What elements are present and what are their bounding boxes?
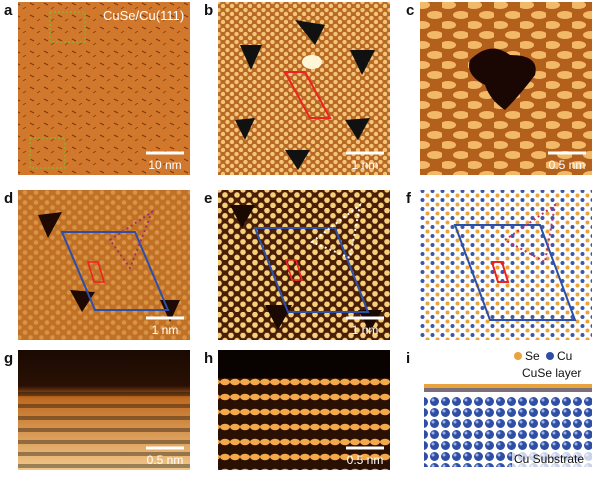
unit-cell: [490, 261, 510, 283]
cell: [60, 231, 170, 311]
top-layer-atoms: [424, 384, 592, 392]
scale-bar-label: 0.5 nm: [549, 158, 586, 172]
unit-cell: [86, 261, 106, 283]
triangle: [108, 209, 155, 271]
scale-bar-label: 1 nm: [352, 158, 379, 172]
panel-label: c: [406, 2, 414, 19]
triangle: [503, 202, 557, 264]
unit-cell: [283, 71, 332, 119]
panel-label: e: [204, 190, 212, 207]
unit-cell: [284, 259, 304, 281]
stripes: [18, 392, 190, 470]
legend-label: Cu: [557, 349, 572, 363]
legend-se: [514, 352, 522, 360]
legend-cu: [546, 352, 554, 360]
legend-label: Se: [525, 349, 540, 363]
scale-bar-label: 1 nm: [352, 323, 379, 337]
scale-bar-label: 1 nm: [152, 323, 179, 337]
overlay: [49, 11, 86, 43]
panel-label: b: [204, 2, 213, 19]
scale-bar-label: 0.5 nm: [347, 453, 384, 467]
holes: [230, 205, 382, 332]
holes: [235, 20, 375, 170]
hole: [469, 48, 536, 110]
panel-label: f: [406, 190, 412, 207]
panel-label: a: [4, 2, 13, 19]
triangle: [310, 202, 362, 260]
scale-bar-label: 0.5 nm: [147, 453, 184, 467]
panel-label: h: [204, 350, 213, 367]
adatom: [302, 55, 322, 69]
scale-bar-label: 10 nm: [148, 158, 181, 172]
layer-label: CuSe layer: [522, 366, 581, 380]
panel-label: g: [4, 350, 13, 367]
panel-label: d: [4, 190, 13, 207]
substrate-label: Cu Substrate: [514, 452, 584, 466]
panel-label: i: [406, 350, 410, 367]
overlay: [29, 137, 66, 169]
cell: [253, 227, 370, 313]
image-f: [420, 190, 592, 340]
cell: [453, 224, 577, 321]
image-a: [18, 2, 190, 175]
vacuum: [218, 350, 390, 378]
caption: CuSe/Cu(111): [103, 8, 184, 23]
label-bg: [512, 451, 592, 467]
